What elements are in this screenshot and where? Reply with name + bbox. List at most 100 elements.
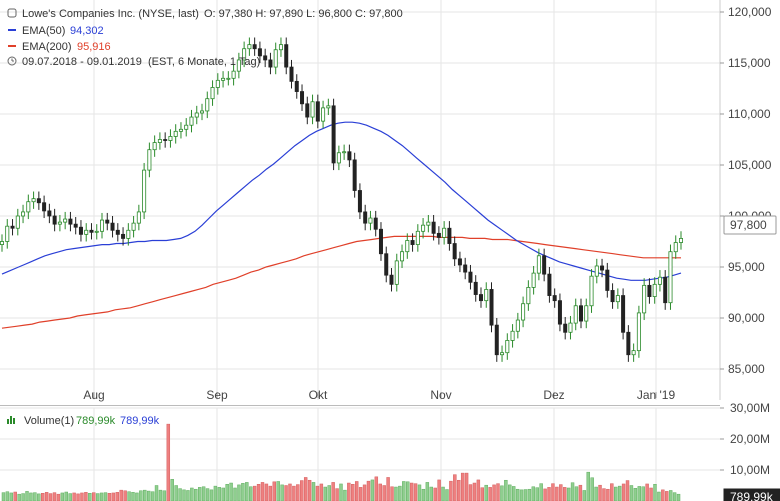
legend-ohlc: O: 97,380 H: 97,890 L: 96,800 C: 97,800 <box>204 8 403 20</box>
candle-body <box>431 221 436 234</box>
volume-bar <box>559 484 563 501</box>
legend-ema200-label: EMA(200) <box>22 41 72 53</box>
volume-bar <box>457 479 461 501</box>
candle-body <box>121 233 126 239</box>
volume-bar <box>672 492 677 501</box>
candle-body <box>84 229 89 235</box>
volume-bar <box>523 489 528 501</box>
volume-tick-label: 10,00M <box>730 463 770 477</box>
series-icon <box>7 8 17 18</box>
candle-body <box>231 70 236 79</box>
volume-bar <box>539 483 543 501</box>
price-axis: 85,00090,00095,000100,000105,000110,0001… <box>720 5 772 376</box>
candle-body <box>605 269 610 291</box>
candle-body <box>305 103 310 118</box>
volume-bar <box>645 483 649 501</box>
candle-body <box>57 221 62 225</box>
candle-body <box>126 229 131 239</box>
volume-bar <box>143 489 147 501</box>
candle-body <box>457 258 462 266</box>
volume-bar <box>205 488 210 501</box>
candle-body <box>578 305 583 322</box>
candle-body <box>21 211 26 217</box>
candle-body <box>94 230 99 233</box>
price-tick-label: 115,000 <box>728 56 771 70</box>
candle-body <box>131 222 136 231</box>
volume-bar <box>166 423 171 501</box>
volume-bar <box>555 486 559 501</box>
candle-body <box>115 229 120 235</box>
volume-bar <box>88 493 92 501</box>
volume-bar <box>76 493 80 501</box>
volume-bar <box>429 486 433 501</box>
volume-bar <box>9 492 14 501</box>
volume-bar <box>402 481 406 501</box>
candle-body <box>626 331 631 356</box>
candle-body <box>521 303 526 321</box>
candle-body <box>215 79 220 88</box>
candle-body <box>52 215 57 225</box>
volume-tick-label: 20,00M <box>730 432 770 446</box>
volume-bar <box>225 484 229 501</box>
volume-bar <box>21 493 25 501</box>
volume-bar <box>460 472 465 501</box>
volume-bar <box>331 482 335 501</box>
volume-bar <box>249 486 253 501</box>
volume-bar <box>653 484 657 501</box>
volume-bar <box>504 479 508 501</box>
volume-bar <box>574 486 579 501</box>
candle-body <box>252 44 257 50</box>
candle-body <box>210 87 215 100</box>
candle-body <box>294 80 299 92</box>
candle-body <box>110 222 115 231</box>
candle-body <box>310 101 315 118</box>
volume-bar <box>602 488 606 501</box>
candle-body <box>663 276 668 304</box>
volume-bar <box>296 484 300 501</box>
volume-bar <box>417 484 422 501</box>
candle-body <box>552 295 557 302</box>
ema200-line <box>1 235 681 329</box>
volume-bar <box>551 483 555 501</box>
volume-bar <box>323 486 328 501</box>
volume-bar <box>33 492 37 501</box>
candle-body <box>357 190 362 213</box>
price-tick-label: 95,000 <box>728 260 765 274</box>
volume-bar <box>99 492 104 501</box>
volume-bar <box>492 484 496 501</box>
candle-body <box>205 98 210 112</box>
volume-bar <box>621 483 626 501</box>
last-price-tag: 97,800 <box>723 215 777 235</box>
candle-body <box>568 322 573 333</box>
legend-ema50-label: EMA(50) <box>22 25 65 37</box>
volume-bar <box>488 487 492 501</box>
volume-bar <box>394 486 398 501</box>
legend-range: 09.07.2018 - 09.01.2019 <box>22 56 142 68</box>
volume-bar <box>500 485 504 501</box>
volume-bar <box>84 492 88 501</box>
candle-body <box>284 44 289 68</box>
volume-bar <box>527 488 532 501</box>
volume-bar <box>496 483 500 501</box>
volume-bar <box>5 491 10 501</box>
candle-body <box>347 151 352 161</box>
legend-instrument: Lowe's Companies Inc. (NYSE, last) <box>22 8 199 20</box>
volume-bar <box>284 485 288 501</box>
volume-bar <box>44 492 49 501</box>
volume-bar <box>245 482 249 501</box>
candle-body <box>547 273 552 296</box>
volume-bar <box>201 486 206 501</box>
volume-bar <box>264 483 269 501</box>
candle-body <box>157 139 162 143</box>
volume-bar <box>590 477 594 501</box>
volume-bar <box>362 484 367 501</box>
volume-bar <box>221 487 225 501</box>
candle-body <box>184 124 189 130</box>
volume-bar <box>582 490 587 501</box>
ema50-path <box>1 121 682 281</box>
candle-body <box>5 225 10 242</box>
candle-body <box>584 305 589 322</box>
volume-bar <box>13 491 17 501</box>
volume-bar <box>347 482 351 501</box>
